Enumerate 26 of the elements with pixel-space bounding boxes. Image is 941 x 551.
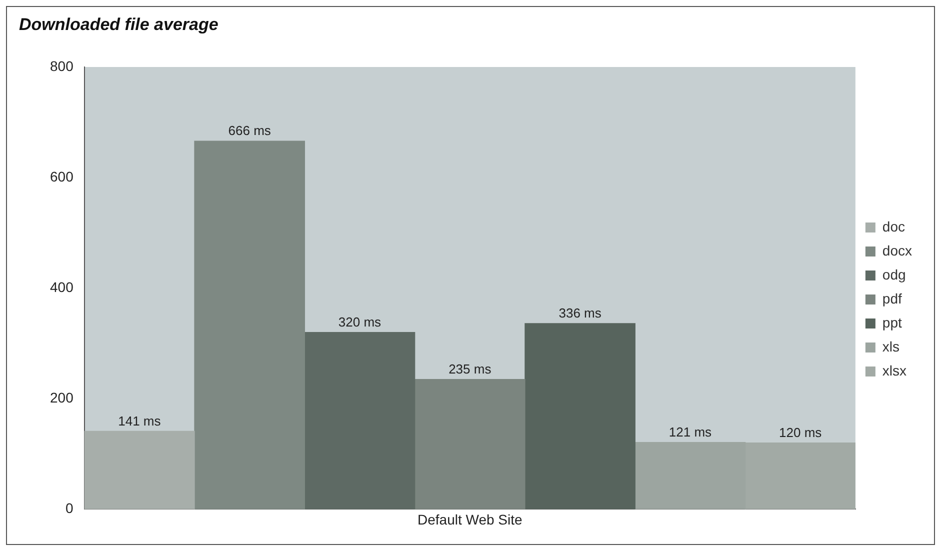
legend-label: doc (882, 218, 906, 234)
data-label: 141 ms (118, 413, 162, 428)
x-tick-label: Default Web Site (417, 511, 523, 528)
bar (414, 378, 526, 510)
legend-label: pdf (882, 290, 902, 306)
data-label: 120 ms (779, 424, 822, 440)
legend-label: docx (882, 242, 912, 258)
y-tick-label: 600 (50, 168, 74, 184)
data-label: 336 ms (558, 306, 602, 321)
y-tick-label: 400 (50, 278, 74, 295)
bar (524, 323, 636, 510)
chart-title: Downloaded file average (19, 15, 218, 35)
data-label: 121 ms (668, 424, 712, 440)
y-tick-label: 800 (50, 58, 74, 74)
data-label: 235 ms (448, 361, 492, 376)
legend-label: xlsx (882, 362, 907, 378)
data-label: 320 ms (338, 314, 382, 330)
legend-label: ppt (882, 314, 902, 330)
data-label: 666 ms (228, 123, 272, 138)
bar (304, 332, 416, 510)
y-tick-label: 0 (66, 500, 74, 516)
legend-label: odg (882, 266, 906, 282)
bar (84, 430, 195, 510)
y-tick-label: 200 (50, 390, 74, 406)
legend-label: xls (882, 338, 900, 354)
bar (194, 140, 305, 510)
